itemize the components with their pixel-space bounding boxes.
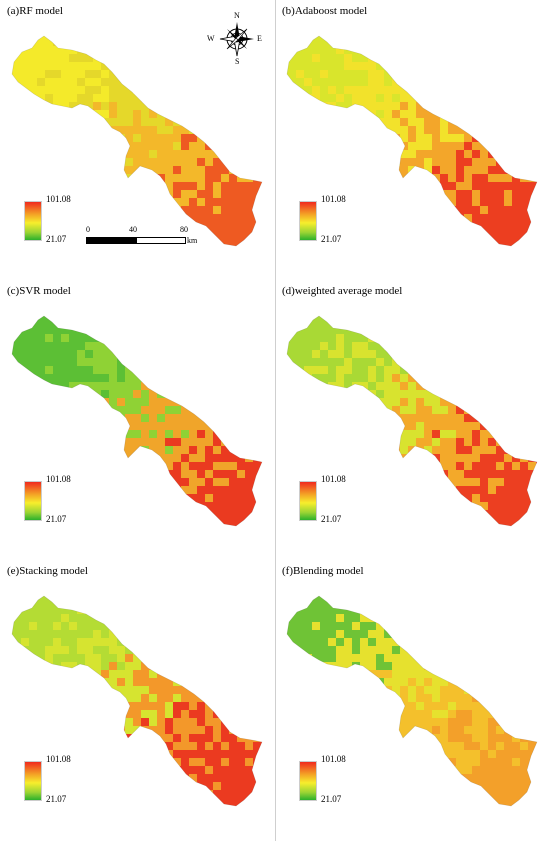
legend-max-label: 101.08 xyxy=(321,194,346,204)
panel-title: (f)Blending model xyxy=(282,565,364,577)
compass-north-label: N xyxy=(234,11,240,20)
compass-west-label: W xyxy=(207,34,215,43)
legend-max-label: 101.08 xyxy=(321,754,346,764)
panel-title: (d)weighted average model xyxy=(282,285,403,297)
legend-gradient-bar xyxy=(24,481,42,521)
legend-min-label: 21.07 xyxy=(46,234,67,244)
compass-east-label: E xyxy=(257,34,262,43)
legend-gradient-bar xyxy=(24,761,42,801)
region-boundary xyxy=(286,315,538,527)
color-legend: 101.08 21.07 xyxy=(24,474,84,528)
region-boundary xyxy=(11,315,263,527)
scale-tick-40: 40 xyxy=(129,225,137,234)
region-boundary xyxy=(286,35,538,247)
color-legend: 101.08 21.07 xyxy=(24,194,84,248)
color-legend: 101.08 21.07 xyxy=(299,194,359,248)
legend-gradient-bar xyxy=(24,201,42,241)
legend-min-label: 21.07 xyxy=(46,794,67,804)
compass-rose-icon xyxy=(219,22,254,57)
panel-title: (c)SVR model xyxy=(7,285,71,297)
color-legend: 101.08 21.07 xyxy=(299,474,359,528)
prediction-map xyxy=(286,315,538,527)
panel-stacking-model: (e)Stacking model 101.08 21.07 xyxy=(0,560,275,840)
prediction-map xyxy=(11,315,263,527)
region-boundary xyxy=(11,595,263,807)
color-legend: 101.08 21.07 xyxy=(299,754,359,808)
legend-min-label: 21.07 xyxy=(321,794,342,804)
scale-bar: 0 40 80 km xyxy=(86,225,216,251)
color-legend: 101.08 21.07 xyxy=(24,754,84,808)
prediction-map xyxy=(286,35,538,247)
legend-min-label: 21.07 xyxy=(46,514,67,524)
region-boundary xyxy=(286,595,538,807)
compass-south-label: S xyxy=(235,57,240,66)
panel-title: (e)Stacking model xyxy=(7,565,88,577)
legend-gradient-bar xyxy=(299,201,317,241)
scale-unit: km xyxy=(187,236,198,245)
legend-gradient-bar xyxy=(299,761,317,801)
scale-tick-80: 80 xyxy=(180,225,188,234)
panel-divider xyxy=(275,0,276,841)
region-boundary xyxy=(11,35,263,247)
legend-min-label: 21.07 xyxy=(321,514,342,524)
legend-max-label: 101.08 xyxy=(46,474,71,484)
panel-blending-model: (f)Blending model 101.08 21.07 xyxy=(275,560,550,840)
panel-title: (a)RF model xyxy=(7,5,63,17)
scale-bar-graphic xyxy=(86,237,186,244)
legend-max-label: 101.08 xyxy=(46,194,71,204)
legend-max-label: 101.08 xyxy=(46,754,71,764)
legend-max-label: 101.08 xyxy=(321,474,346,484)
panel-weighted-average-model: (d)weighted average model 101.08 21.07 xyxy=(275,280,550,560)
prediction-map xyxy=(11,595,263,807)
north-arrow: N S W E xyxy=(207,11,264,66)
legend-gradient-bar xyxy=(299,481,317,521)
panel-title: (b)Adaboost model xyxy=(282,5,368,17)
panel-rf-model: (a)RF model 101.08 21.07 N S W E 0 40 80 xyxy=(0,0,275,280)
panel-svr-model: (c)SVR model 101.08 21.07 xyxy=(0,280,275,560)
scale-tick-0: 0 xyxy=(86,225,90,234)
panel-adaboost-model: (b)Adaboost model 101.08 21.07 xyxy=(275,0,550,280)
legend-min-label: 21.07 xyxy=(321,234,342,244)
